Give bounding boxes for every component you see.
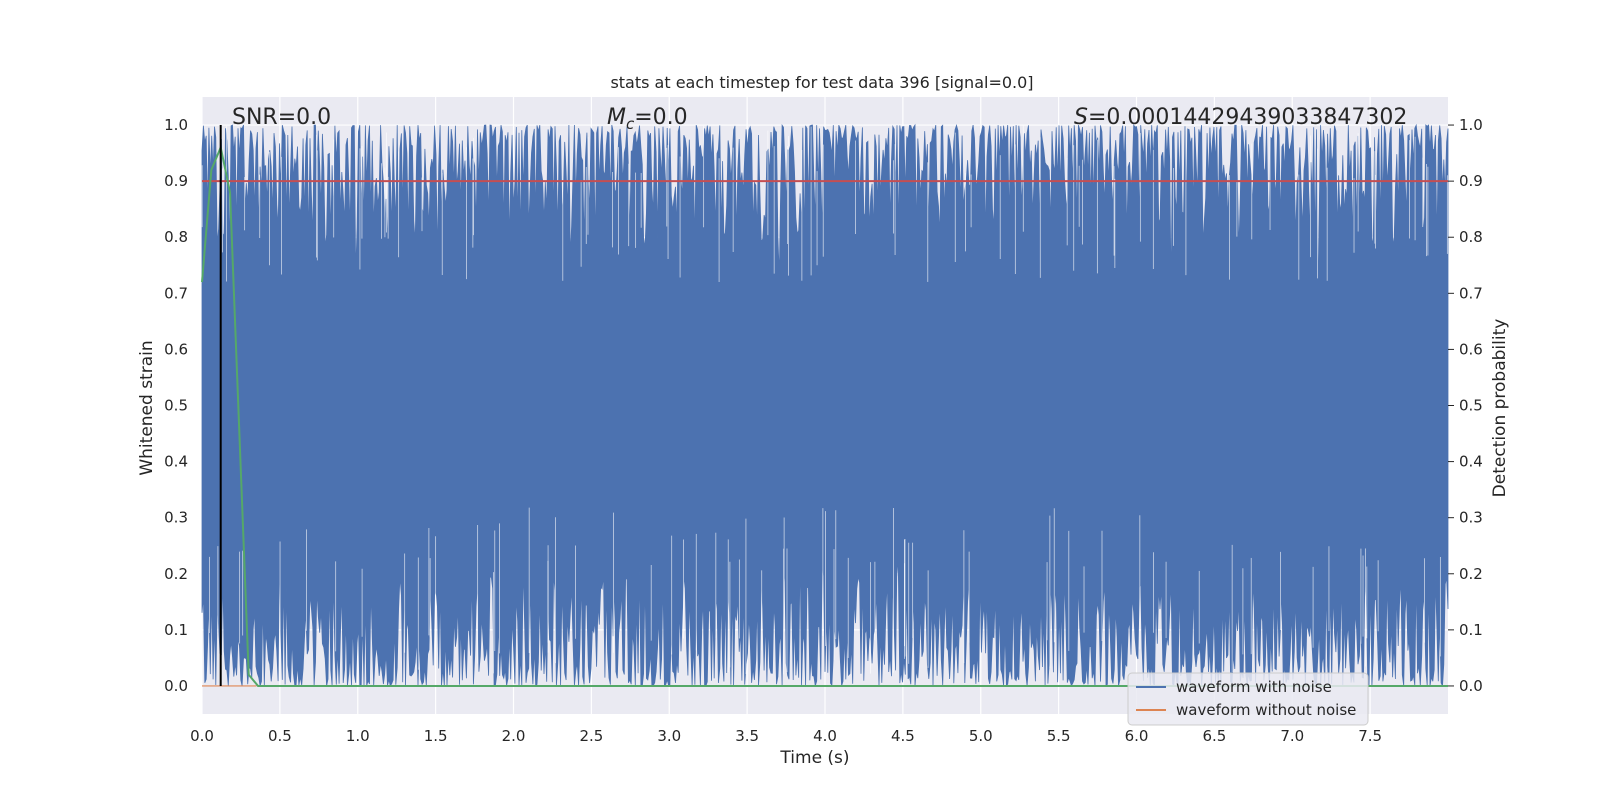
legend-box: [1127, 672, 1369, 726]
y-tick-label-right: 0.1: [1459, 621, 1483, 639]
y-tick-label: 0.0: [164, 677, 188, 695]
x-tick-label: 4.0: [813, 727, 837, 745]
y-tick-label-right: 0.4: [1459, 453, 1483, 471]
y-axis-label: Whitened strain: [137, 340, 157, 475]
x-tick-label: 2.0: [502, 727, 526, 745]
legend-label-noise: waveform with noise: [1176, 678, 1332, 696]
x-tick-label: 1.0: [346, 727, 370, 745]
legend-label-clean: waveform without noise: [1176, 701, 1356, 719]
snr-annotation: SNR=0.0: [232, 105, 331, 130]
y-tick-label: 1.0: [164, 116, 188, 134]
x-tick-label: 7.5: [1358, 727, 1382, 745]
probability-line: [201, 144, 1448, 687]
x-tick-label: 5.5: [1047, 727, 1071, 745]
y-axis-left: 0.0 0.1 0.2 0.3 0.4 0.5 0.6 0.7 0.8 0.9 1.0: [164, 116, 188, 695]
y-axis-right: 0.0 0.1 0.2 0.3 0.4 0.5 0.6 0.7 0.8 0.9 1.0: [1448, 116, 1483, 695]
mc-value: =0.0: [634, 105, 687, 130]
y-tick-label-right: 0.8: [1459, 228, 1483, 246]
x-tick-label: 6.5: [1202, 727, 1226, 745]
x-tick-label: 0.0: [190, 727, 214, 745]
y-tick-label-right: 0.9: [1459, 172, 1483, 190]
mc-subscript: c: [626, 115, 635, 133]
s-symbol: S: [1074, 105, 1088, 130]
y-tick-label: 0.4: [164, 453, 188, 471]
x-tick-label: 0.5: [268, 727, 292, 745]
legend: waveform with noise waveform without noi…: [1127, 672, 1369, 726]
y-tick-label: 0.6: [164, 340, 188, 358]
noise-band: [201, 123, 1449, 687]
y-tick-label: 0.8: [164, 228, 188, 246]
x-tick-label: 3.5: [735, 727, 759, 745]
y-tick-label: 0.7: [164, 284, 188, 302]
series-waveform-with-noise: [201, 123, 1449, 687]
y-tick-label: 0.5: [164, 397, 188, 415]
y-tick-label-right: 1.0: [1459, 116, 1483, 134]
y-tick-label-right: 0.3: [1459, 509, 1483, 527]
x-tick-label: 7.0: [1280, 727, 1304, 745]
mc-symbol: M: [607, 105, 626, 130]
y-axis-label-right: Detection probability: [1490, 319, 1510, 498]
x-tick-label: 3.0: [657, 727, 681, 745]
y-tick-label-right: 0.0: [1459, 677, 1483, 695]
y-tick-label-right: 0.7: [1459, 284, 1483, 302]
y-tick-label-right: 0.5: [1459, 397, 1483, 415]
y-tick-label-right: 0.6: [1459, 340, 1483, 358]
s-value: =0.00014429439033847302: [1088, 105, 1407, 130]
chirp-mass-annotation: Mc=0.0: [607, 105, 688, 133]
chart-title: stats at each timestep for test data 396…: [610, 73, 1033, 92]
x-tick-label: 2.5: [579, 727, 603, 745]
y-tick-label: 0.2: [164, 565, 188, 583]
y-tick-label-right: 0.2: [1459, 565, 1483, 583]
x-tick-label: 5.0: [969, 727, 993, 745]
y-tick-label: 0.1: [164, 621, 188, 639]
x-tick-label: 1.5: [424, 727, 448, 745]
x-tick-label: 4.5: [891, 727, 915, 745]
x-axis-label: Time (s): [779, 748, 849, 768]
s-annotation: S=0.00014429439033847302: [1074, 105, 1407, 130]
x-axis: 0.0 0.5 1.0 1.5 2.0 2.5 3.0 3.5 4.0 4.5 5.0 5.5 6.0 6…: [190, 727, 1382, 745]
plot-area: [201, 97, 1449, 714]
x-tick-label: 6.0: [1125, 727, 1149, 745]
y-tick-label: 0.9: [164, 172, 188, 190]
y-tick-label: 0.3: [164, 509, 188, 527]
series-detection-probability: [201, 144, 1448, 687]
